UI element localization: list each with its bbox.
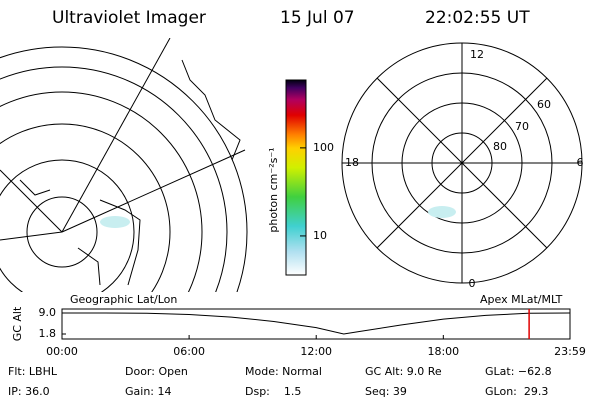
- x-tick-label: 23:59: [554, 345, 586, 358]
- status-field: Flt: LBHL: [8, 365, 58, 378]
- geo-map: [0, 38, 248, 292]
- colorbar: [285, 79, 307, 276]
- x-tick-label: 06:00: [173, 345, 205, 358]
- status-field: IP: 36.0: [8, 385, 50, 398]
- mlt-label: 6: [577, 156, 584, 169]
- mlt-label: 18: [345, 156, 359, 169]
- left-panel-label: Geographic Lat/Lon: [70, 293, 177, 306]
- status-field: Dsp: 1.5: [245, 385, 301, 398]
- polar-grid: [341, 42, 583, 284]
- status-field: Gain: 14: [125, 385, 172, 398]
- y-tick-label: 9.0: [39, 306, 57, 319]
- lat-label: 70: [515, 120, 529, 133]
- x-tick-label: 00:00: [46, 345, 78, 358]
- status-field: GLon: 29.3: [485, 385, 548, 398]
- status-field: Seq: 39: [365, 385, 407, 398]
- alt-line: [62, 312, 571, 335]
- y-axis-label: GC Alt: [11, 306, 24, 341]
- mlt-label: 0: [469, 277, 476, 290]
- x-tick-label: 12:00: [300, 345, 332, 358]
- status-field: Door: Open: [125, 365, 188, 378]
- lat-label: 80: [493, 140, 507, 153]
- status-field: GC Alt: 9.0 Re: [365, 365, 442, 378]
- x-tick-label: 18:00: [427, 345, 459, 358]
- lat-label: 60: [537, 98, 551, 111]
- title: Ultraviolet Imager: [52, 8, 206, 28]
- colorbar-tick-label: 10: [313, 229, 327, 242]
- date: 15 Jul 07: [280, 8, 355, 28]
- colorbar-tick-label: 100: [313, 141, 334, 154]
- mlt-label: 12: [470, 48, 484, 61]
- colorbar-label: photon cm⁻²s⁻¹: [267, 147, 280, 232]
- status-field: Mode: Normal: [245, 365, 322, 378]
- y-tick-label: 1.8: [39, 327, 57, 340]
- time: 22:02:55 UT: [425, 8, 530, 28]
- status-field: GLat: −62.8: [485, 365, 552, 378]
- right-panel-label: Apex MLat/MLT: [480, 293, 563, 306]
